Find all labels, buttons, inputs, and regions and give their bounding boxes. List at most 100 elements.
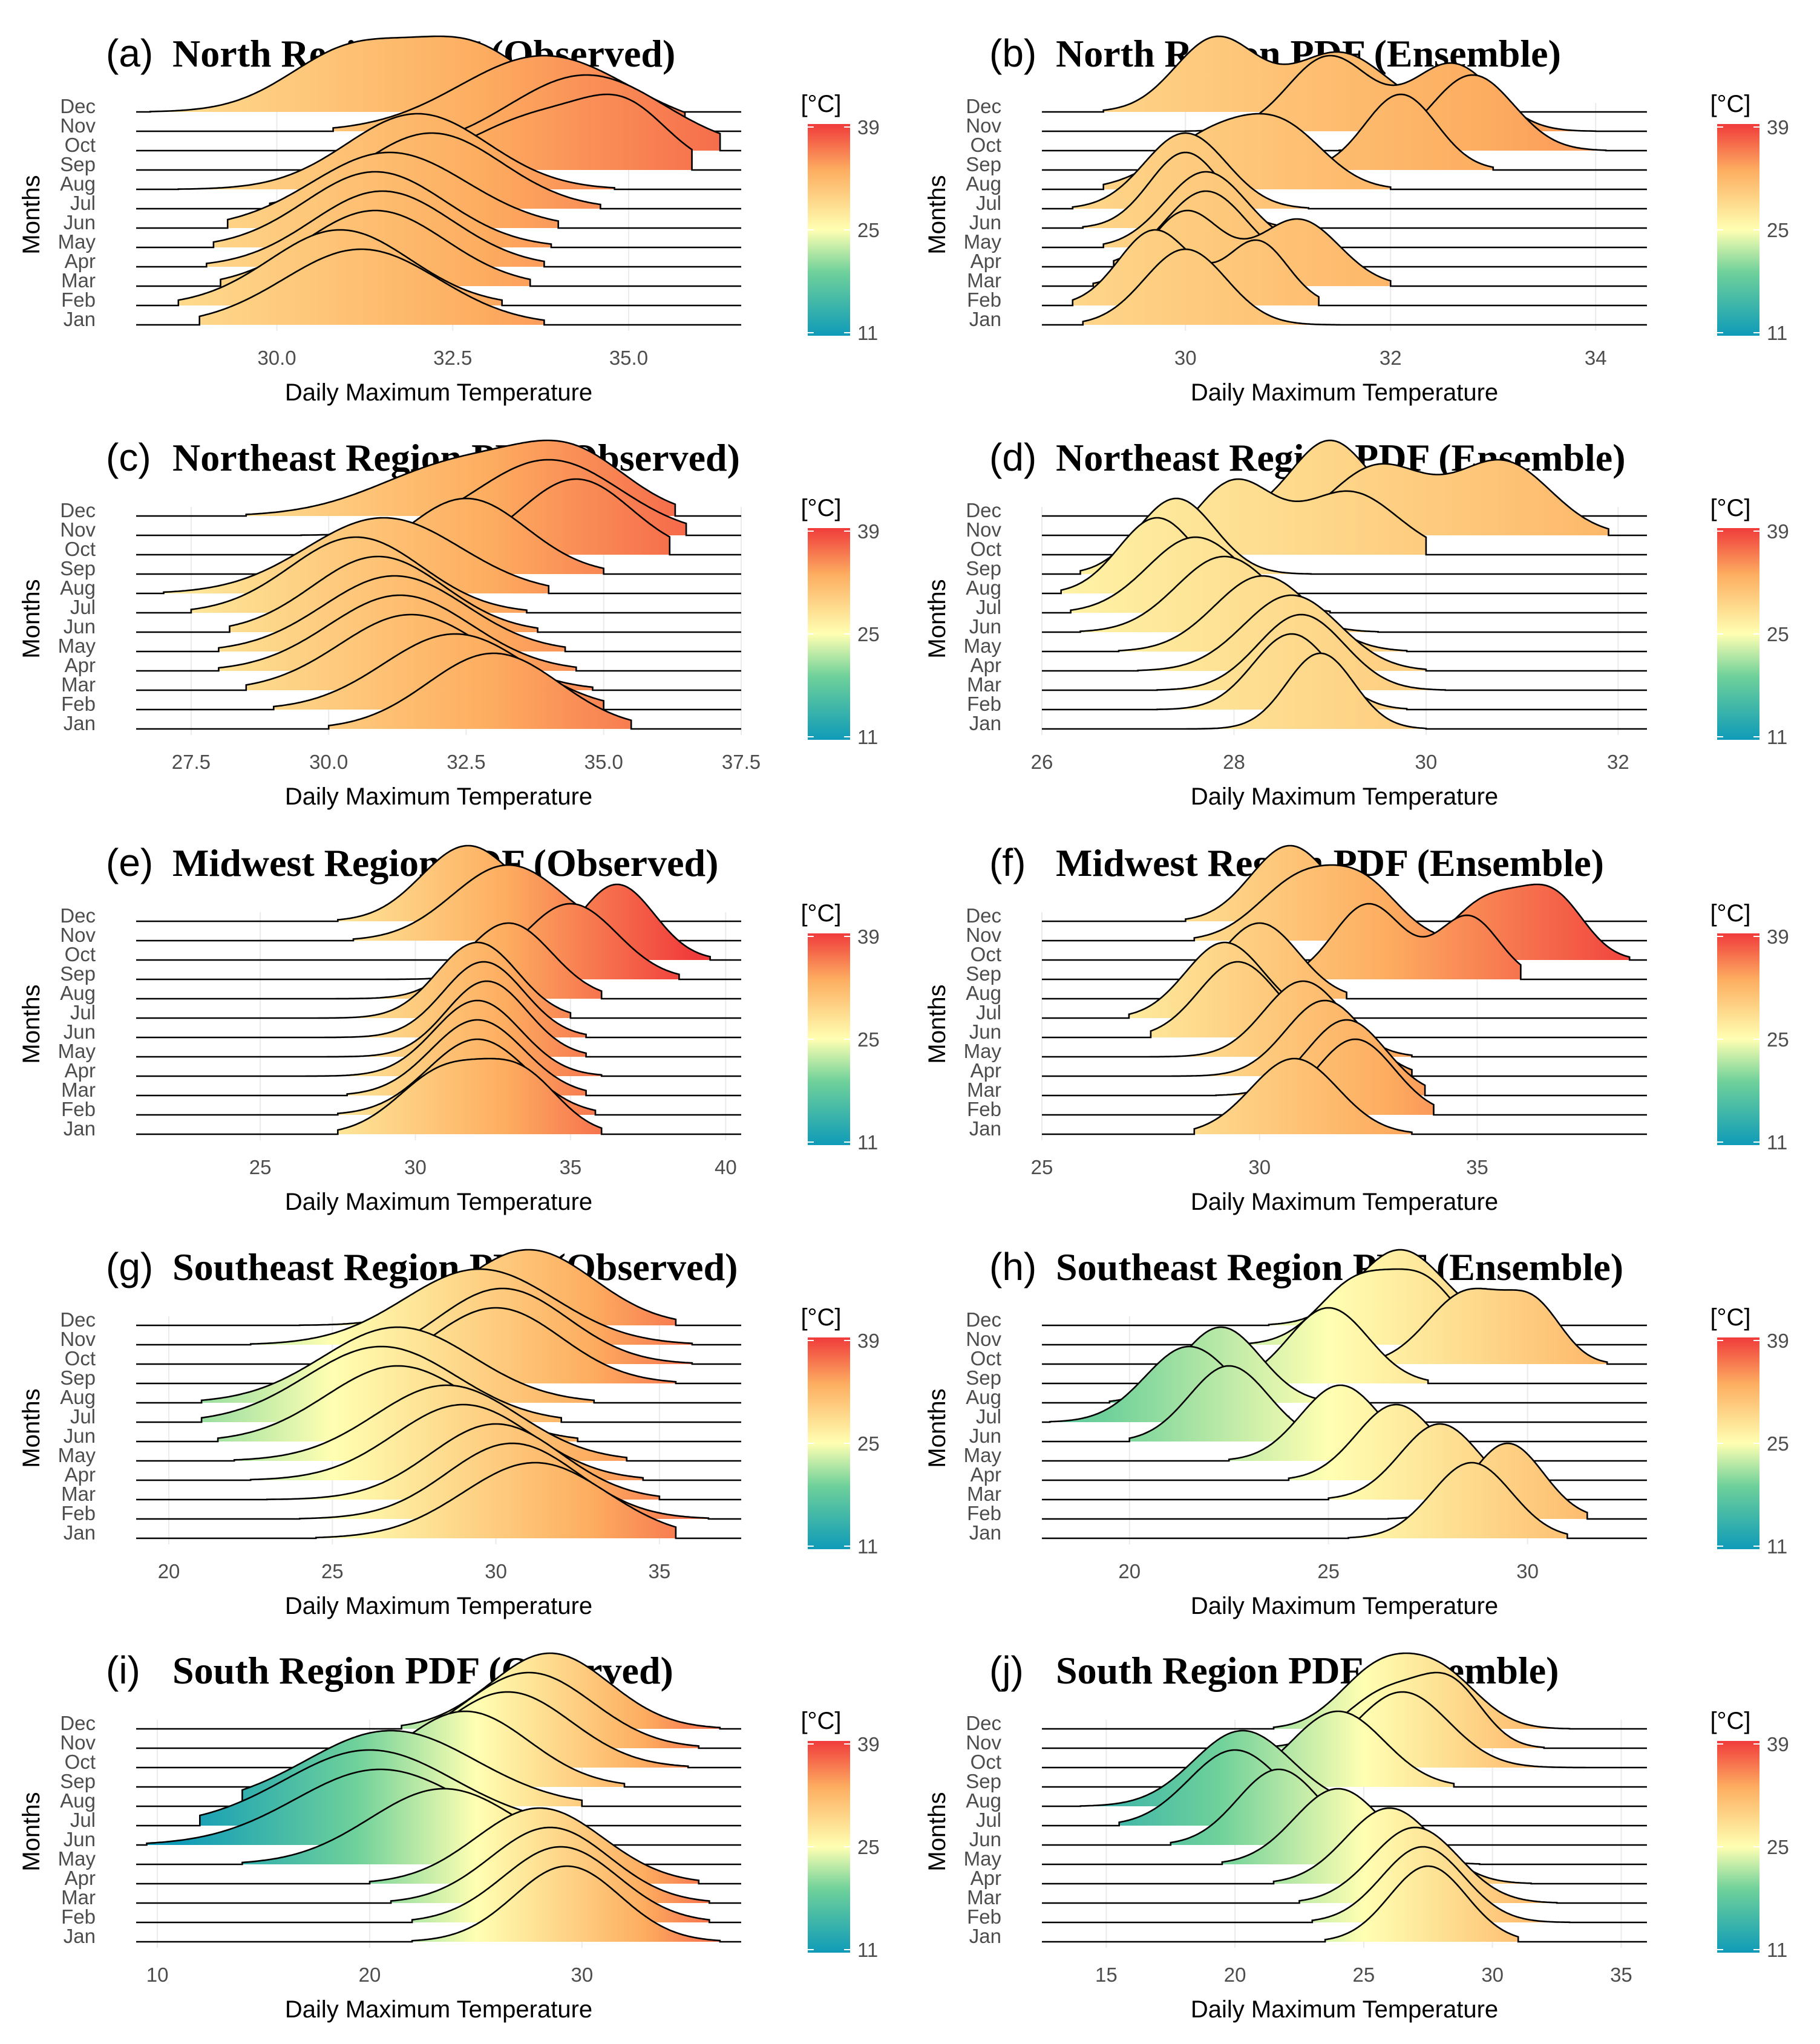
ridge-fill-may bbox=[1042, 1385, 1647, 1461]
colorbar-gradient bbox=[1717, 1337, 1759, 1549]
x-tick-label: 32.5 bbox=[433, 347, 472, 369]
month-label: Oct bbox=[65, 1751, 96, 1773]
ridge-fill-jun bbox=[1042, 557, 1647, 632]
ridge-line-jul bbox=[136, 1749, 741, 1827]
month-label: Nov bbox=[966, 1731, 1001, 1754]
ridge-line-apr bbox=[1042, 594, 1647, 672]
colorbar-tick-label: 25 bbox=[857, 1028, 880, 1051]
ridge-line-feb bbox=[136, 229, 741, 307]
ridge-fill-jan bbox=[136, 653, 741, 729]
ridge-line-aug bbox=[136, 1729, 741, 1807]
colorbar-gradient bbox=[1717, 1741, 1759, 1953]
colorbar-unit: [°C] bbox=[800, 91, 841, 117]
month-label: Feb bbox=[61, 289, 96, 311]
month-label: Nov bbox=[966, 1328, 1001, 1350]
month-label: Feb bbox=[967, 693, 1001, 715]
x-tick-label: 27.5 bbox=[172, 751, 211, 773]
panel-title: South Region PDF (Ensemble) bbox=[1056, 1649, 1559, 1692]
month-label: Oct bbox=[65, 943, 96, 965]
x-axis-label: Daily Maximum Temperature bbox=[285, 1189, 592, 1215]
month-label: Sep bbox=[966, 962, 1001, 985]
ridge-line-jul bbox=[1042, 941, 1647, 1019]
month-label: Jan bbox=[969, 1521, 1001, 1544]
month-label: Aug bbox=[60, 576, 96, 599]
ridges bbox=[1042, 1249, 1647, 1540]
month-label: Jun bbox=[969, 615, 1001, 638]
ridge-fill-jan bbox=[136, 1866, 741, 1942]
x-tick-label: 32 bbox=[1380, 347, 1402, 369]
colorbar-tick-label: 11 bbox=[857, 726, 878, 748]
month-label: Mar bbox=[61, 1886, 96, 1908]
ridges bbox=[1042, 844, 1647, 1135]
month-label: Jan bbox=[969, 1117, 1001, 1140]
x-axis-label: Daily Maximum Temperature bbox=[285, 1593, 592, 1619]
colorbar-tick-label: 25 bbox=[1767, 1432, 1789, 1455]
month-label: Feb bbox=[61, 1502, 96, 1524]
month-label: Mar bbox=[967, 1886, 1001, 1908]
x-tick-label: 30.0 bbox=[309, 751, 348, 773]
x-axis-label: Daily Maximum Temperature bbox=[285, 1996, 592, 2023]
month-label: Feb bbox=[61, 1905, 96, 1928]
month-label: Jul bbox=[70, 1001, 96, 1024]
month-label: Dec bbox=[60, 1712, 96, 1734]
colorbar-unit: [°C] bbox=[800, 900, 841, 927]
colorbar-gradient bbox=[1717, 933, 1759, 1145]
x-tick-label: 35.0 bbox=[609, 347, 648, 369]
panel-letter: (g) bbox=[106, 1245, 153, 1288]
colorbar-tick-label: 39 bbox=[1767, 1733, 1789, 1755]
month-label: Nov bbox=[60, 1731, 96, 1754]
month-label: Jan bbox=[64, 308, 96, 330]
month-label: Dec bbox=[60, 499, 96, 521]
colorbar-tick-label: 39 bbox=[857, 926, 880, 948]
month-label: Oct bbox=[971, 1751, 1001, 1773]
ridge-fill-apr bbox=[136, 1001, 741, 1076]
x-tick-label: 30 bbox=[485, 1560, 507, 1582]
x-tick-label: 32 bbox=[1607, 751, 1629, 773]
colorbar-tick-label: 11 bbox=[1767, 726, 1787, 748]
x-tick-label: 40 bbox=[715, 1156, 737, 1178]
panel-h: (h) Southeast Region PDF (Ensemble) DecNov… bbox=[924, 1245, 1789, 1619]
panel-j: (j) South Region PDF (Ensemble) DecNovOctS… bbox=[924, 1648, 1789, 2023]
ridge-fill-mar bbox=[1042, 1827, 1647, 1903]
panel-a: (a)North Region PDF (Observed)DecNovOctS… bbox=[18, 31, 880, 406]
ridge-fill-nov bbox=[1042, 865, 1647, 941]
month-label: Jun bbox=[969, 211, 1001, 233]
month-label: Oct bbox=[971, 1347, 1001, 1370]
x-tick-label: 30 bbox=[1516, 1560, 1539, 1582]
x-axis-label: Daily Maximum Temperature bbox=[1191, 379, 1498, 406]
x-tick-label: 15 bbox=[1095, 1964, 1118, 1986]
month-label: Jul bbox=[70, 192, 96, 214]
y-axis-label: Months bbox=[924, 579, 951, 658]
month-label: Apr bbox=[65, 1867, 96, 1889]
month-label: Jan bbox=[64, 1925, 96, 1947]
ridge-line-aug bbox=[1042, 1729, 1647, 1807]
ridge-line-jan bbox=[136, 652, 741, 730]
colorbar-unit: [°C] bbox=[800, 495, 841, 521]
panel-g: (g) Southeast Region PDF (Observed)DecNov… bbox=[18, 1245, 880, 1619]
colorbar-unit: [°C] bbox=[1710, 1708, 1750, 1734]
ridges bbox=[136, 844, 741, 1135]
month-label: Sep bbox=[60, 1770, 96, 1792]
month-label: Oct bbox=[971, 943, 1001, 965]
panel-letter: (c) bbox=[106, 436, 151, 479]
colorbar: [°C] 39 25 11 bbox=[1710, 1708, 1789, 1961]
month-label: Mar bbox=[61, 269, 96, 292]
month-label: Sep bbox=[966, 153, 1001, 175]
month-label: Aug bbox=[60, 172, 96, 195]
panel-letter: (h) bbox=[989, 1245, 1036, 1288]
month-label: Sep bbox=[966, 557, 1001, 580]
ridge-line-jul bbox=[136, 941, 741, 1019]
month-label: Mar bbox=[967, 1483, 1001, 1505]
ridge-line-feb bbox=[1042, 1846, 1647, 1924]
month-label: Jan bbox=[969, 712, 1001, 734]
colorbar: [°C] 39 25 11 bbox=[1710, 91, 1789, 344]
month-label: Apr bbox=[971, 1867, 1001, 1889]
colorbar-tick-label: 11 bbox=[1767, 1131, 1787, 1154]
ridge-line-apr bbox=[136, 190, 741, 268]
ridge-fill-jan bbox=[1042, 1059, 1647, 1134]
x-tick-label: 35 bbox=[1610, 1964, 1632, 1986]
month-label: Feb bbox=[967, 1502, 1001, 1524]
